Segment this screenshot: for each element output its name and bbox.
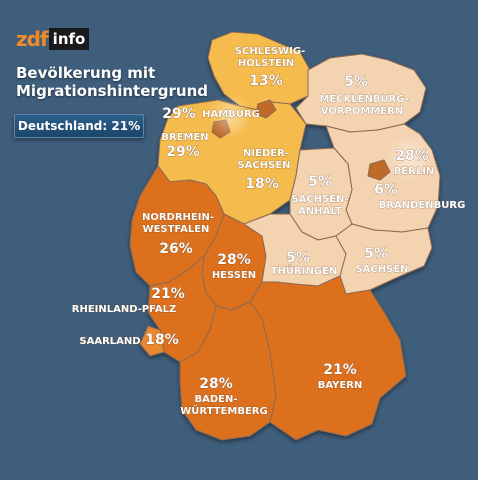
label-ni-pct: 18%	[245, 176, 279, 192]
label-ni-name1: NIEDER-	[243, 148, 289, 159]
label-st-pct: 5%	[308, 174, 332, 190]
zdfinfo-logo: zdf info	[16, 27, 90, 51]
label-by-pct: 21%	[323, 362, 357, 378]
region-saarland	[139, 325, 165, 357]
region-hamburg	[255, 99, 277, 119]
label-rp-name: RHEINLAND-PFALZ	[72, 304, 176, 315]
label-sn-pct: 5%	[364, 246, 388, 262]
logo-info-text: info	[48, 28, 90, 50]
label-bw-name1: BADEN-	[194, 394, 237, 405]
label-mv-name1: MECKLENBURG-	[319, 94, 408, 105]
label-st-name1: SACHSEN-	[291, 194, 348, 205]
map-title: Bevölkerung mit Migrationshintergrund	[16, 64, 216, 100]
label-he-name: HESSEN	[212, 270, 256, 281]
label-hh-pct: 29%	[162, 106, 196, 122]
label-mv-name2: VORPOMMERN	[321, 106, 403, 117]
label-sn-name: SACHSEN	[355, 264, 408, 275]
label-th-pct: 5%	[286, 250, 310, 266]
label-he-pct: 28%	[217, 252, 251, 268]
label-ni-name2: SACHSEN	[237, 160, 290, 171]
label-rp-pct: 21%	[151, 286, 185, 302]
label-hh-name: HAMBURG	[202, 109, 260, 120]
label-nw-name1: NORDRHEIN-	[142, 212, 214, 223]
label-sh-name1: SCHLESWIG-	[235, 46, 305, 57]
label-sh-name2: HOLSTEIN	[238, 58, 294, 69]
label-bb-pct: 6%	[374, 182, 398, 198]
label-bb-name: BRANDENBURG	[379, 200, 466, 211]
label-nw-name2: WESTFALEN	[143, 224, 210, 235]
label-sl-name: SAARLAND	[79, 336, 140, 347]
map-title-line1: Bevölkerung mit	[16, 64, 156, 82]
label-be-pct: 28%	[395, 148, 429, 164]
label-nw-pct: 26%	[159, 241, 193, 257]
label-hb-name: BREMEN	[161, 132, 208, 143]
label-be-name: BERLIN	[394, 166, 435, 177]
label-st-name2: ANHALT	[298, 206, 342, 217]
label-sh-pct: 13%	[249, 73, 283, 89]
label-bw-pct: 28%	[199, 376, 233, 392]
region-berlin	[367, 159, 391, 181]
label-th-name: THÜRINGEN	[271, 263, 338, 277]
label-hb-pct: 29%	[166, 144, 200, 160]
label-by-name: BAYERN	[318, 380, 363, 391]
glow-hamburg	[208, 94, 252, 138]
label-bw-name2: WÜRTTEMBERG	[180, 403, 267, 417]
region-mecklenburg-vorpommern	[295, 53, 427, 133]
glow-berlin	[386, 134, 434, 182]
labels: SCHLESWIG- HOLSTEIN 13% 5% MECKLENBURG- …	[72, 46, 466, 418]
label-sl-pct: 18%	[145, 332, 179, 348]
label-mv-pct: 5%	[344, 74, 368, 90]
national-average-badge: Deutschland: 21%	[14, 114, 144, 138]
region-bayern	[249, 275, 407, 441]
logo-zdf-text: zdf	[16, 27, 49, 51]
map-title-line2: Migrationshintergrund	[16, 82, 209, 100]
